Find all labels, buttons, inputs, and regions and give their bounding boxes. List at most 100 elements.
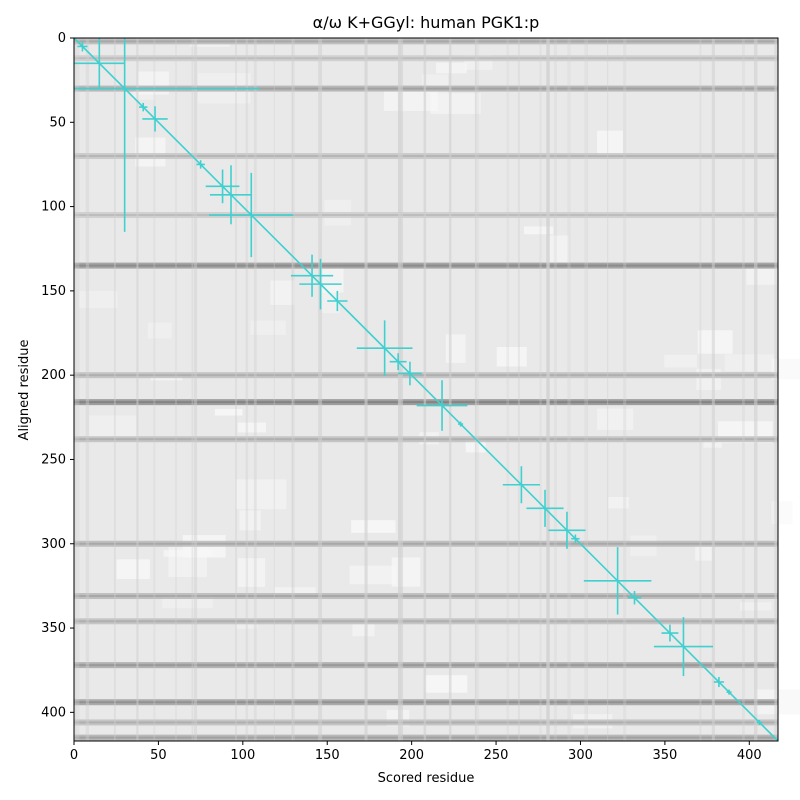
column-band (401, 38, 404, 741)
y-tick-label: 100 (41, 200, 66, 215)
heatmap-patch (352, 621, 375, 637)
column-band (292, 38, 295, 741)
crosshair-marker (74, 38, 125, 89)
heatmap-patch (250, 320, 286, 335)
heatmap-patch (322, 263, 344, 293)
row-band-core (74, 57, 778, 60)
column-band (742, 38, 745, 741)
heatmap-patch (239, 510, 261, 531)
heatmap-background (74, 38, 800, 741)
column-band (711, 38, 715, 741)
column-band (517, 38, 520, 741)
y-tick-label: 400 (41, 705, 66, 720)
crosshair-marker (205, 169, 240, 204)
column-band (245, 38, 247, 741)
column-band (253, 38, 257, 741)
crosshair-marker (209, 172, 294, 258)
heatmap-patch (237, 422, 266, 433)
column-band (448, 38, 452, 741)
row-band-core (74, 40, 778, 43)
plot-frame (73, 37, 779, 742)
crosshair-marker (526, 489, 564, 527)
column-band (506, 38, 510, 741)
crosshair-marker (756, 719, 762, 725)
column-band (136, 38, 139, 741)
column-band (364, 38, 367, 741)
heatmap-patch (724, 354, 775, 372)
crosshair-marker (327, 290, 348, 312)
heatmap-patch (135, 137, 166, 167)
column-band (553, 38, 557, 741)
heatmap-patch (349, 565, 396, 585)
crosshair-marker (74, 38, 260, 232)
crosshair-marker (713, 676, 724, 688)
heatmap-patch (597, 408, 634, 430)
crosshair-marker (548, 511, 586, 549)
heatmap-patch (430, 93, 481, 114)
column-band (699, 38, 702, 741)
column-band (623, 38, 627, 741)
column-band (175, 38, 177, 741)
column-band (85, 38, 90, 741)
row-band-core (74, 736, 778, 739)
column-band (235, 38, 237, 741)
crosshair-marker (142, 106, 168, 132)
heatmap-patch (746, 266, 779, 285)
x-tick-label: 350 (652, 748, 677, 763)
row-band-core (74, 438, 778, 441)
y-tick-label: 0 (58, 31, 66, 46)
row-band-core (74, 595, 778, 598)
crosshair-marker (661, 624, 679, 642)
chart-title: α/ω K+GGyl: human PGK1:p (313, 13, 540, 32)
row-band-core (74, 401, 778, 404)
crosshair-marker (458, 421, 464, 427)
y-tick-label: 300 (41, 537, 66, 552)
column-band (76, 38, 80, 741)
column-band (475, 38, 480, 741)
crosshair-marker (502, 466, 540, 504)
column-band (774, 38, 778, 741)
column-band (397, 38, 401, 741)
column-band (567, 38, 571, 741)
heatmap-patch (695, 545, 713, 561)
heatmap-patch (168, 546, 207, 578)
crosshair-markers (74, 38, 762, 725)
crosshair-marker (389, 353, 407, 371)
heatmap-patch (270, 280, 295, 305)
column-band (318, 38, 323, 741)
heatmap-patch (235, 621, 258, 629)
crosshair-marker (356, 320, 413, 377)
column-band (584, 38, 587, 741)
y-axis: 0 50 100 150 200 250 300 350 400 (41, 31, 74, 720)
x-tick-label: 100 (230, 748, 255, 763)
column-band (193, 38, 198, 741)
column-band (607, 38, 609, 741)
column-band (153, 38, 156, 741)
column-band (365, 38, 368, 741)
x-tick-label: 0 (70, 748, 78, 763)
column-band (586, 38, 588, 741)
column-band (273, 38, 275, 741)
heatmap-patch (351, 520, 396, 533)
crosshair-marker (299, 258, 342, 310)
crosshair-marker (77, 41, 88, 52)
heatmap-patch (78, 290, 118, 308)
heatmap-patch (546, 235, 569, 267)
crosshair-marker (196, 160, 205, 169)
x-tick-label: 300 (568, 748, 593, 763)
heatmap-patch (235, 479, 287, 510)
heatmap-patch (237, 558, 266, 587)
column-band (74, 38, 77, 741)
crosshair-marker (583, 547, 652, 615)
x-tick-label: 400 (737, 748, 762, 763)
y-tick-label: 350 (41, 621, 66, 636)
column-band (246, 38, 249, 741)
heatmap-patch (116, 559, 150, 580)
heatmap-patch (597, 130, 623, 156)
heatmap-patch (445, 334, 466, 363)
row-band-core (74, 155, 778, 158)
y-tick-label: 200 (41, 368, 66, 383)
y-axis-label: Aligned residue (17, 340, 32, 441)
crosshair-marker (138, 102, 148, 112)
